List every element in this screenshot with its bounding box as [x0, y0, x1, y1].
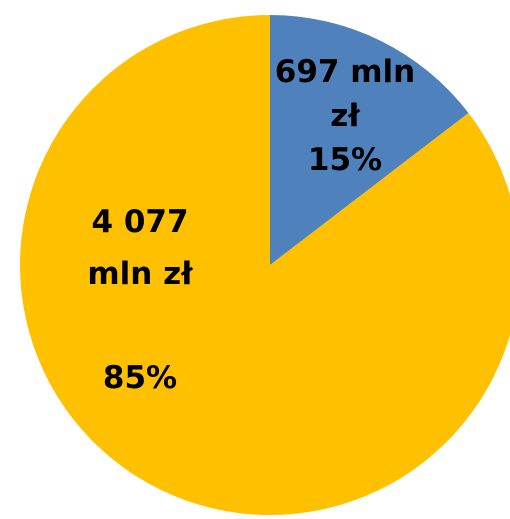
pie-slice-1 [20, 15, 510, 515]
slice-label-1-line-0: 4 077 [91, 204, 188, 240]
slice-label-1-line-3: 85% [103, 360, 177, 396]
slice-label-0-line-0: 697 mln [275, 54, 416, 90]
slices-layer [20, 15, 510, 515]
pie-slice-0 [270, 15, 469, 265]
slice-label-1-line-1: mln zł [87, 256, 194, 292]
labels-layer: 697 mln zł 15% 4 077 mln zł 85% [87, 54, 415, 396]
slice-label-1: 4 077 mln zł 85% [87, 204, 194, 396]
slice-label-0-line-2: 15% [308, 142, 382, 178]
slice-label-0: 697 mln zł 15% [275, 54, 416, 178]
slice-label-0-line-1: zł [330, 98, 361, 134]
